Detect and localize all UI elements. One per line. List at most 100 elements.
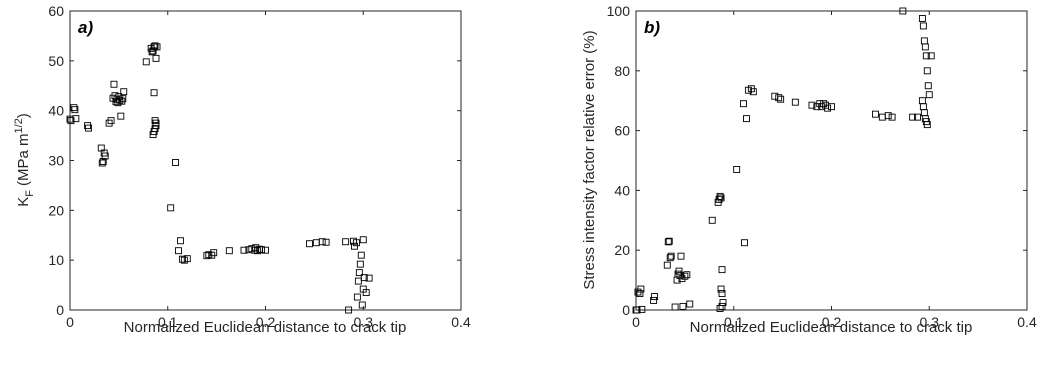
data-point-b (650, 296, 658, 304)
data-point-a (72, 115, 80, 123)
data-point-a (175, 247, 182, 255)
data-point-b (749, 88, 757, 96)
data-point-a (353, 293, 361, 301)
data-point-a (172, 159, 180, 166)
ticks-a: 0 0.1 0.2 0.3 0.4 0 10 20 30 40 50 60 (48, 3, 471, 330)
data-point-b (677, 252, 685, 260)
data-point-b (718, 266, 726, 274)
x-axis-label-b: Normalized Euclidean distance to crack t… (690, 319, 973, 336)
data-point-b (878, 113, 886, 121)
data-point-a (354, 277, 362, 285)
data-point-a (240, 246, 248, 254)
y-tick-label-a: 20 (48, 202, 64, 218)
data-point-b (681, 272, 689, 280)
data-point-a (71, 106, 79, 114)
data-point-b (719, 299, 727, 306)
data-point-a (107, 117, 115, 125)
data-point-b (918, 97, 926, 105)
data-point-b (679, 302, 687, 310)
y-tick-label-a: 60 (48, 3, 64, 19)
data-point-b (663, 261, 671, 269)
data-point-a (365, 274, 373, 282)
y-tick-label-b: 100 (607, 3, 631, 19)
y-tick-label-a: 30 (48, 153, 64, 169)
data-point-b (667, 252, 675, 260)
data-point-b (771, 92, 779, 100)
data-point-b (909, 113, 917, 121)
data-point-b (791, 98, 799, 106)
scatter-chart-a: 0 0.1 0.2 0.3 0.4 0 10 20 30 40 50 60 a) Normalized… (13, 3, 471, 336)
data-point-a (151, 42, 159, 50)
ylabel-k: K (15, 197, 32, 207)
data-point-b (927, 52, 935, 60)
data-point-a (117, 112, 125, 120)
panel-label-b: b) (644, 18, 660, 37)
data-point-b (919, 22, 927, 30)
data-point-a (225, 247, 233, 255)
data-point-b (872, 110, 879, 118)
data-point-a (110, 80, 118, 88)
ylabel-unit-close: ) (15, 113, 32, 118)
data-point-b (638, 305, 646, 313)
x-axis-label-a: Normalized Euclidean distance to crack t… (124, 319, 407, 336)
data-point-a (262, 246, 269, 254)
data-point-a (152, 122, 160, 130)
data-point-b (923, 121, 931, 129)
data-point-b (914, 113, 921, 121)
data-point-b (671, 303, 679, 311)
data-point-a (306, 240, 313, 248)
data-point-b (718, 302, 726, 310)
y-axis-label-a: KF (MPa m1/2) (13, 113, 36, 207)
data-point-a (142, 58, 150, 66)
plot-frame-a (69, 10, 462, 311)
data-point-a (356, 260, 364, 268)
y-tick-label-b: 40 (614, 182, 630, 198)
data-point-b (683, 271, 691, 279)
data-point-b (636, 290, 644, 298)
data-point-a (322, 238, 330, 246)
data-point-b (920, 109, 928, 117)
data-point-a (119, 95, 127, 103)
data-point-b (777, 95, 785, 103)
data-point-a (101, 152, 109, 160)
data-point-b (924, 82, 932, 90)
data-point-a (98, 159, 106, 167)
data-point-a (149, 47, 157, 55)
data-point-b (919, 103, 927, 111)
data-point-b (666, 254, 674, 262)
data-point-b (888, 113, 896, 121)
data-point-a (153, 43, 161, 51)
data-point-b (675, 267, 683, 275)
data-point-b (741, 239, 748, 247)
data-point-b (918, 15, 926, 22)
ylabel-superscript: 1/2 (13, 118, 25, 133)
data-point-a (352, 239, 360, 247)
chart-panel-b: 0 0.1 0.2 0.3 0.4 0 20 40 60 80 100 b) Normalized … (521, 0, 1042, 367)
y-axis-label-b: Stress intensity factor relative error (… (581, 30, 598, 289)
x-tick-label-a: 0.4 (451, 314, 471, 330)
data-point-a (258, 246, 266, 254)
x-tick-label-a: 0.1 (158, 314, 178, 330)
x-tick-label-a: 0 (66, 314, 74, 330)
ylabel-unit-open: (MPa m (15, 134, 32, 187)
y-tick-label-a: 50 (48, 53, 64, 69)
data-point-a (177, 237, 184, 245)
x-tick-label-a: 0.2 (256, 314, 276, 330)
y-tick-label-a: 40 (48, 103, 64, 119)
data-point-b (899, 7, 907, 15)
data-point-b (884, 112, 892, 120)
x-tick-label-a: 0.3 (354, 314, 374, 330)
data-point-b (686, 300, 694, 308)
ylabel-subscript: F (24, 190, 36, 197)
data-point-b (717, 194, 725, 202)
data-point-b (718, 290, 726, 298)
data-point-b (651, 293, 659, 300)
data-point-a (318, 238, 326, 246)
data-point-b (828, 103, 835, 111)
data-point-a (67, 117, 75, 125)
data-point-b (920, 37, 928, 45)
data-point-a (359, 236, 367, 244)
data-point-b (775, 94, 783, 102)
y-tick-label-b: 80 (614, 63, 630, 79)
data-point-a (312, 239, 320, 247)
